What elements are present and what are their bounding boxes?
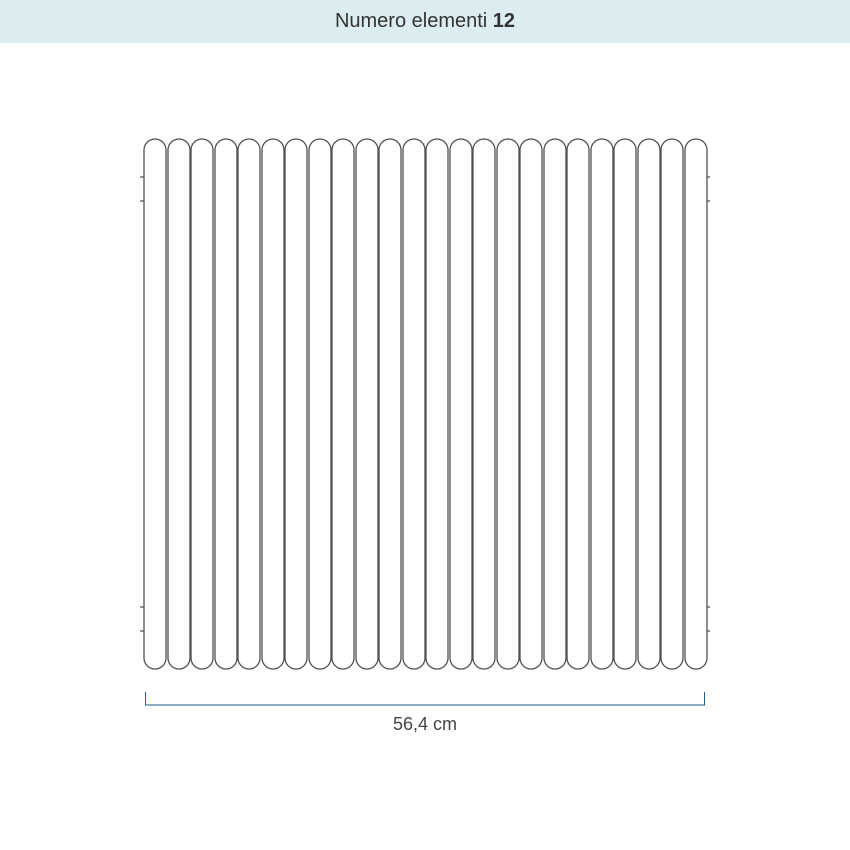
dimension-line (145, 692, 705, 706)
radiator-diagram (140, 135, 710, 678)
dimension-annotation: 56,4 cm (145, 692, 705, 735)
header-label: Numero elementi (335, 10, 493, 32)
header-value: 12 (493, 10, 515, 32)
header-bar: Numero elementi 12 (0, 0, 850, 43)
dimension-label: 56,4 cm (145, 714, 705, 735)
